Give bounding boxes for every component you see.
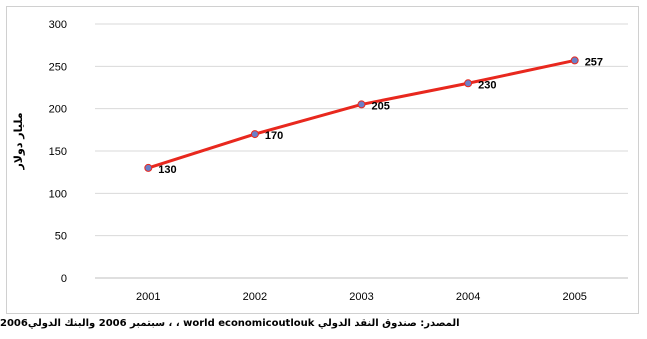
- data-label: 130: [158, 164, 176, 176]
- data-label: 230: [478, 79, 496, 91]
- x-tick-label: 2001: [136, 291, 160, 303]
- data-label: 205: [372, 100, 390, 112]
- x-tick-label: 2004: [456, 291, 480, 303]
- data-point: [464, 79, 473, 88]
- y-tick-label: 150: [49, 146, 67, 158]
- y-tick-label: 300: [49, 19, 67, 31]
- data-label: 257: [585, 56, 603, 68]
- y-tick-label: 250: [49, 61, 67, 73]
- x-tick-label: 2003: [349, 291, 373, 303]
- y-axis-title: مليار دولار: [12, 112, 25, 170]
- data-label: 170: [265, 130, 283, 142]
- series-line: [147, 58, 576, 170]
- y-tick-label: 200: [49, 104, 67, 116]
- data-point: [250, 130, 259, 139]
- x-tick-label: 2002: [243, 291, 267, 303]
- x-tick-label: 2005: [562, 291, 586, 303]
- y-tick-label: 50: [55, 231, 67, 243]
- data-point: [144, 163, 153, 172]
- y-tick-label: 100: [49, 188, 67, 200]
- y-tick-label: 0: [61, 273, 67, 285]
- source-note: سبتمبر 2006 والبنك الدولي2006 ، ، world …: [0, 318, 460, 329]
- data-point: [570, 56, 579, 65]
- data-point: [357, 100, 366, 109]
- chart-area: [6, 6, 639, 314]
